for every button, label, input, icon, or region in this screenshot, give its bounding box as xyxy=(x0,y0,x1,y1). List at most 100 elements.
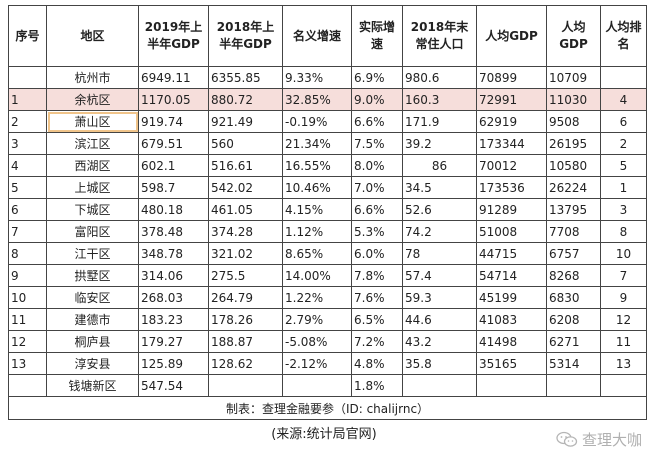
cell-pc_b: 6830 xyxy=(546,286,601,309)
table-row: 11 建德市 183.23 178.26 2.79% 6.5% 44.6 41083 6208 1… xyxy=(8,308,647,331)
cell-rank xyxy=(600,66,647,89)
cell-pc_b: 8268 xyxy=(546,264,601,287)
cell-nominal xyxy=(282,374,352,397)
cell-rank: 1 xyxy=(600,176,647,199)
table-row: 7 富阳区 378.48 374.28 1.12% 5.3% 74.2 51008 7708 8 xyxy=(8,220,647,243)
cell-name: 萧山区 xyxy=(46,110,139,133)
cell-nominal: 14.00% xyxy=(282,264,352,287)
cell-real: 7.6% xyxy=(351,286,403,309)
cell-g2019: 378.48 xyxy=(138,220,209,243)
cell-rank: 6 xyxy=(600,110,647,133)
header-cell: 2018年末常住人口 xyxy=(402,5,477,67)
cell-pc_a: 44715 xyxy=(476,242,547,265)
cell-rank: 5 xyxy=(600,154,647,177)
header-cell: 人均排名 xyxy=(600,5,647,67)
table-row: 钱塘新区 547.54 1.8% xyxy=(8,374,647,397)
table-row: 2 萧山区 919.74 921.49 -0.19% 6.6% 171.9 62919 9508… xyxy=(8,110,647,133)
cell-name: 钱塘新区 xyxy=(46,374,139,397)
cell-rank: 11 xyxy=(600,330,647,353)
cell-nominal: 1.12% xyxy=(282,220,352,243)
cell-real: 7.5% xyxy=(351,132,403,155)
cell-rank: 12 xyxy=(600,308,647,331)
cell-pc_b: 6208 xyxy=(546,308,601,331)
watermark-text: 查理大咖 xyxy=(581,431,642,449)
cell-real: 8.0% xyxy=(351,154,403,177)
cell-idx: 9 xyxy=(8,264,47,287)
cell-pc_b: 10580 xyxy=(546,154,601,177)
cell-rank: 4 xyxy=(600,88,647,111)
cell-real: 6.6% xyxy=(351,110,403,133)
cell-rank: 8 xyxy=(600,220,647,243)
cell-real: 6.0% xyxy=(351,242,403,265)
cell-nominal: 16.55% xyxy=(282,154,352,177)
cell-pc_b xyxy=(546,374,601,397)
cell-real: 7.0% xyxy=(351,176,403,199)
cell-g2018: 6355.85 xyxy=(208,66,283,89)
cell-name: 淳安县 xyxy=(46,352,139,375)
header-cell: 实际增速 xyxy=(351,5,403,67)
cell-name: 富阳区 xyxy=(46,220,139,243)
cell-pc_a: 173344 xyxy=(476,132,547,155)
cell-pop xyxy=(402,374,477,397)
cell-g2019: 1170.05 xyxy=(138,88,209,111)
cell-g2018: 516.61 xyxy=(208,154,283,177)
source-note: (来源:统计局官网) xyxy=(271,427,377,442)
table-row: 9 拱墅区 314.06 275.5 14.00% 7.8% 57.4 54714 8268 7 xyxy=(8,264,647,287)
cell-g2018: 880.72 xyxy=(208,88,283,111)
cell-g2019: 179.27 xyxy=(138,330,209,353)
cell-g2019: 679.51 xyxy=(138,132,209,155)
cell-name: 余杭区 xyxy=(46,88,139,111)
cell-g2019: 268.03 xyxy=(138,286,209,309)
cell-rank: 7 xyxy=(600,264,647,287)
header-cell: 人均GDP xyxy=(546,5,601,67)
cell-pop: 74.2 xyxy=(402,220,477,243)
table-row: 13 淳安县 125.89 128.62 -2.12% 4.8% 35.8 35165 5314… xyxy=(8,352,647,375)
cell-pc_a: 41498 xyxy=(476,330,547,353)
cell-real: 6.9% xyxy=(351,66,403,89)
cell-nominal: 8.65% xyxy=(282,242,352,265)
cell-real: 9.0% xyxy=(351,88,403,111)
cell-g2019: 598.7 xyxy=(138,176,209,199)
cell-g2019: 602.1 xyxy=(138,154,209,177)
cell-pc_b: 26195 xyxy=(546,132,601,155)
cell-pop: 39.2 xyxy=(402,132,477,155)
cell-nominal: 1.22% xyxy=(282,286,352,309)
cell-idx: 12 xyxy=(8,330,47,353)
cell-g2019: 547.54 xyxy=(138,374,209,397)
cell-pc_a: 62919 xyxy=(476,110,547,133)
cell-idx: 8 xyxy=(8,242,47,265)
cell-pop: 171.9 xyxy=(402,110,477,133)
table-row: 3 滨江区 679.51 560 21.34% 7.5% 39.2 173344 26195 2 xyxy=(8,132,647,155)
cell-pc_a: 91289 xyxy=(476,198,547,221)
cell-idx xyxy=(8,374,47,397)
header-cell: 地区 xyxy=(46,5,139,67)
cell-idx xyxy=(8,66,47,89)
cell-idx: 3 xyxy=(8,132,47,155)
cell-g2018: 560 xyxy=(208,132,283,155)
cell-pop: 35.8 xyxy=(402,352,477,375)
cell-idx: 1 xyxy=(8,88,47,111)
cell-nominal: 2.79% xyxy=(282,308,352,331)
cell-idx: 5 xyxy=(8,176,47,199)
cell-rank xyxy=(600,374,647,397)
cell-g2019: 314.06 xyxy=(138,264,209,287)
table-row: 8 江干区 348.78 321.02 8.65% 6.0% 78 44715 6757 10 xyxy=(8,242,647,265)
cell-rank: 13 xyxy=(600,352,647,375)
cell-pop: 160.3 xyxy=(402,88,477,111)
cell-g2019: 6949.11 xyxy=(138,66,209,89)
table-row: 5 上城区 598.7 542.02 10.46% 7.0% 34.5 173536 26224… xyxy=(8,176,647,199)
cell-name: 临安区 xyxy=(46,286,139,309)
table-row: 4 西湖区 602.1 516.61 16.55% 8.0% 86 70012 10580 5 xyxy=(8,154,647,177)
cell-rank: 10 xyxy=(600,242,647,265)
cell-pop: 59.3 xyxy=(402,286,477,309)
cell-idx: 6 xyxy=(8,198,47,221)
cell-g2018 xyxy=(208,374,283,397)
cell-g2018: 461.05 xyxy=(208,198,283,221)
cell-pc_a xyxy=(476,374,547,397)
cell-rank: 9 xyxy=(600,286,647,309)
wechat-bubble-icon xyxy=(556,431,578,447)
cell-pc_a: 54714 xyxy=(476,264,547,287)
cell-rank: 2 xyxy=(600,132,647,155)
cell-real: 5.3% xyxy=(351,220,403,243)
cell-pop: 78 xyxy=(402,242,477,265)
